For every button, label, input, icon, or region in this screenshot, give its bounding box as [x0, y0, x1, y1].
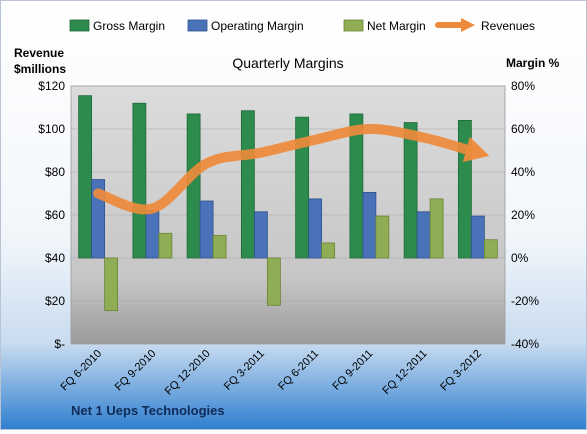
bar-gross-margin	[349, 113, 364, 259]
x-tick-label: FQ 3-2012	[438, 348, 484, 394]
legend-swatch-revenues-arrow	[461, 18, 475, 32]
legend-swatch-net-margin	[343, 19, 364, 32]
legend-item-net-margin: Net Margin	[343, 19, 426, 33]
legend-item-operating-margin: Operating Margin	[187, 19, 304, 33]
x-tick-label: FQ 6-2010	[59, 348, 105, 394]
x-tick-label: FQ 9-2010	[113, 348, 159, 394]
x-tick-label: FQ 6-2011	[276, 348, 321, 393]
bar-net-margin	[483, 239, 498, 259]
x-axis: FQ 6-2010 FQ 9-2010 FQ 12-2010 FQ 3-2011 FQ …	[59, 348, 484, 398]
left-tick-label: $100	[38, 122, 65, 136]
legend: Gross Margin Operating Margin Net Margin…	[69, 18, 535, 33]
right-tick-label: 20%	[511, 208, 535, 222]
left-tick-label: $80	[45, 165, 65, 179]
legend-swatch-operating-margin	[187, 19, 208, 32]
bar-net-margin	[429, 198, 444, 259]
left-tick-label: $20	[45, 294, 65, 308]
revenue-line-group	[93, 123, 490, 215]
x-tick-label: FQ 9-2011	[330, 348, 375, 393]
bar-net-margin	[321, 242, 336, 259]
bar-net-margin	[375, 215, 390, 259]
left-axis: $- $20 $40 $60 $80 $100 $120	[38, 79, 65, 351]
legend-label-operating-margin: Operating Margin	[211, 19, 304, 33]
left-axis-label-line2: $millions	[14, 62, 66, 76]
bar-net-margin	[266, 257, 281, 306]
bar-operating-margin	[253, 211, 268, 259]
bar-net-margin	[158, 232, 173, 259]
right-tick-label: 0%	[511, 251, 529, 265]
x-tick-label: FQ 3-2011	[222, 348, 267, 393]
left-tick-label: $-	[54, 337, 65, 351]
right-tick-label: 80%	[511, 79, 535, 93]
bar-operating-margin	[416, 211, 431, 259]
bar-net-margin	[104, 257, 119, 312]
bar-operating-margin	[199, 200, 214, 259]
bars	[78, 95, 498, 312]
legend-item-gross-margin: Gross Margin	[69, 19, 165, 33]
bar-gross-margin	[295, 116, 310, 259]
revenue-line	[93, 123, 474, 215]
right-axis-label: Margin %	[506, 56, 560, 70]
bar-operating-margin	[308, 198, 323, 259]
revenue-arrowhead	[462, 136, 490, 162]
right-tick-label: 60%	[511, 122, 535, 136]
legend-item-revenues: Revenues	[435, 18, 535, 33]
bar-gross-margin	[78, 95, 93, 259]
right-tick-label: 40%	[511, 165, 535, 179]
bar-operating-margin	[362, 192, 377, 259]
right-axis: -40% -20% 0% 20% 40% 60% 80%	[511, 79, 539, 351]
right-tick-label: -20%	[511, 294, 539, 308]
bar-net-margin	[212, 235, 227, 259]
legend-label-net-margin: Net Margin	[367, 19, 426, 33]
left-axis-label-line1: Revenue	[14, 46, 64, 60]
bar-gross-margin	[132, 102, 147, 259]
x-tick-label: FQ 12-2010	[163, 348, 213, 398]
left-tick-label: $40	[45, 251, 65, 265]
footer-company: Net 1 Ueps Technologies	[71, 403, 225, 418]
chart-title: Quarterly Margins	[232, 55, 343, 71]
bar-operating-margin	[470, 215, 485, 259]
legend-label-revenues: Revenues	[481, 19, 535, 33]
legend-swatch-gross-margin	[69, 19, 90, 32]
x-tick-label: FQ 12-2011	[380, 348, 429, 397]
legend-label-gross-margin: Gross Margin	[93, 19, 165, 33]
bar-operating-margin	[145, 210, 160, 259]
bar-gross-margin	[403, 122, 418, 259]
bar-gross-margin	[186, 113, 201, 259]
left-tick-label: $60	[45, 208, 65, 222]
left-tick-label: $120	[38, 79, 65, 93]
right-tick-label: -40%	[511, 337, 539, 351]
bar-gross-margin	[240, 110, 255, 259]
